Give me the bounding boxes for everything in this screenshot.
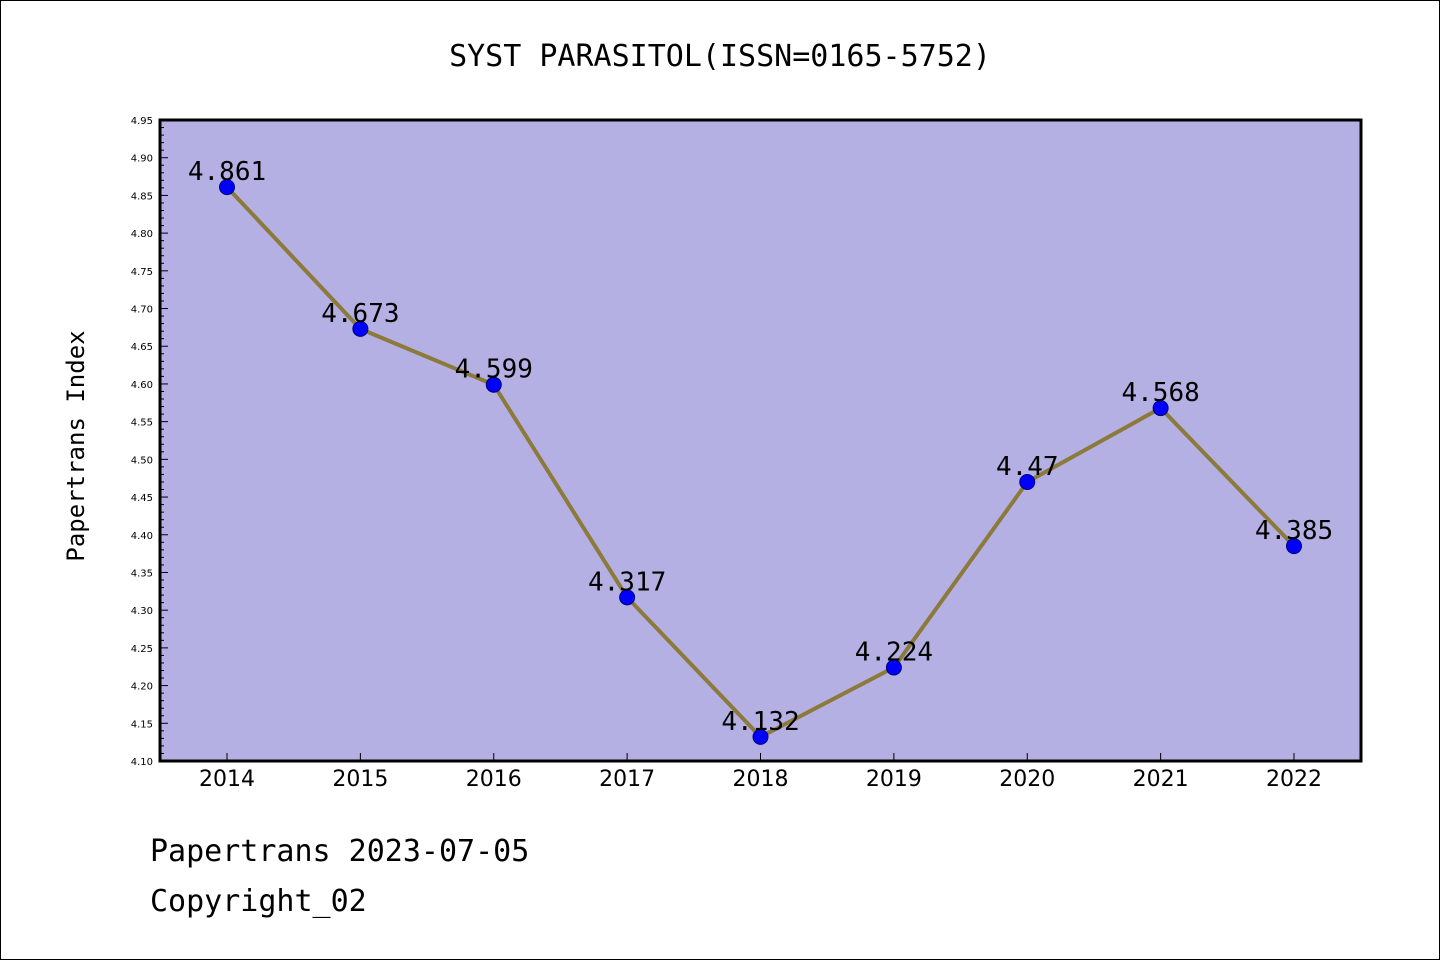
y-tick-label: 4.80 bbox=[131, 229, 153, 240]
x-tick-label: 2020 bbox=[999, 767, 1055, 792]
x-tick-label: 2017 bbox=[599, 767, 655, 792]
x-tick-label: 2014 bbox=[199, 767, 255, 792]
y-tick-label: 4.45 bbox=[131, 493, 153, 504]
x-tick-label: 2018 bbox=[733, 767, 789, 792]
data-label: 4.861 bbox=[188, 157, 266, 187]
y-tick-label: 4.55 bbox=[131, 418, 153, 429]
y-tick-label: 4.70 bbox=[131, 305, 153, 316]
data-label: 4.385 bbox=[1255, 516, 1333, 546]
y-tick-label: 4.15 bbox=[131, 719, 153, 730]
x-axis: 2014 2015 2016 2017 2018 2019 2020 2021 2022 bbox=[199, 753, 1322, 792]
y-tick-label: 4.35 bbox=[131, 568, 153, 579]
y-tick-label: 4.60 bbox=[131, 380, 153, 391]
y-tick-label: 4.40 bbox=[131, 531, 153, 542]
data-label: 4.132 bbox=[721, 707, 799, 737]
y-tick-label: 4.85 bbox=[131, 191, 153, 202]
data-point bbox=[352, 320, 369, 337]
data-label: 4.47 bbox=[996, 452, 1059, 482]
data-point bbox=[1286, 538, 1302, 555]
data-point bbox=[619, 589, 636, 606]
y-tick-label: 4.95 bbox=[131, 116, 153, 127]
y-tick-label: 4.65 bbox=[131, 342, 153, 353]
x-tick-label: 2021 bbox=[1133, 767, 1189, 792]
data-point bbox=[219, 179, 235, 196]
y-tick-label: 4.50 bbox=[131, 455, 153, 466]
x-tick-label: 2016 bbox=[466, 767, 522, 792]
data-label: 4.599 bbox=[455, 355, 533, 385]
footer-date: Papertrans 2023-07-05 bbox=[150, 834, 530, 869]
data-point bbox=[885, 659, 902, 676]
data-labels: 4.861 4.673 4.599 4.317 4.132 4.224 4.47 4.568 4… bbox=[188, 157, 1333, 737]
y-tick-label: 4.25 bbox=[131, 644, 153, 655]
chart-title: SYST PARASITOL(ISSN=0165-5752) bbox=[449, 39, 991, 74]
y-tick-label: 4.90 bbox=[131, 154, 153, 165]
data-label: 4.673 bbox=[321, 299, 399, 329]
data-label: 4.224 bbox=[855, 637, 933, 667]
data-point bbox=[1152, 400, 1169, 417]
y-tick-label: 4.10 bbox=[131, 757, 153, 768]
data-point bbox=[1019, 473, 1036, 490]
y-axis: 4.10 4.15 4.20 4.25 4.30 4.35 4.40 4.45 4.50 4.55… bbox=[131, 116, 168, 768]
data-point bbox=[485, 376, 502, 393]
y-tick-label: 4.30 bbox=[131, 606, 153, 617]
series bbox=[219, 179, 1302, 745]
data-label: 4.568 bbox=[1121, 378, 1199, 408]
y-tick-label: 4.20 bbox=[131, 682, 153, 693]
data-point bbox=[752, 728, 769, 745]
footer-copyright: Copyright_02 bbox=[150, 884, 367, 919]
x-tick-label: 2015 bbox=[332, 767, 388, 792]
x-tick-label: 2022 bbox=[1266, 767, 1322, 792]
y-axis-label: Papertrans Index bbox=[62, 330, 90, 561]
data-label: 4.317 bbox=[588, 567, 666, 597]
plot-area bbox=[158, 118, 1363, 763]
y-tick-label: 4.75 bbox=[131, 267, 153, 278]
x-tick-label: 2019 bbox=[866, 767, 922, 792]
